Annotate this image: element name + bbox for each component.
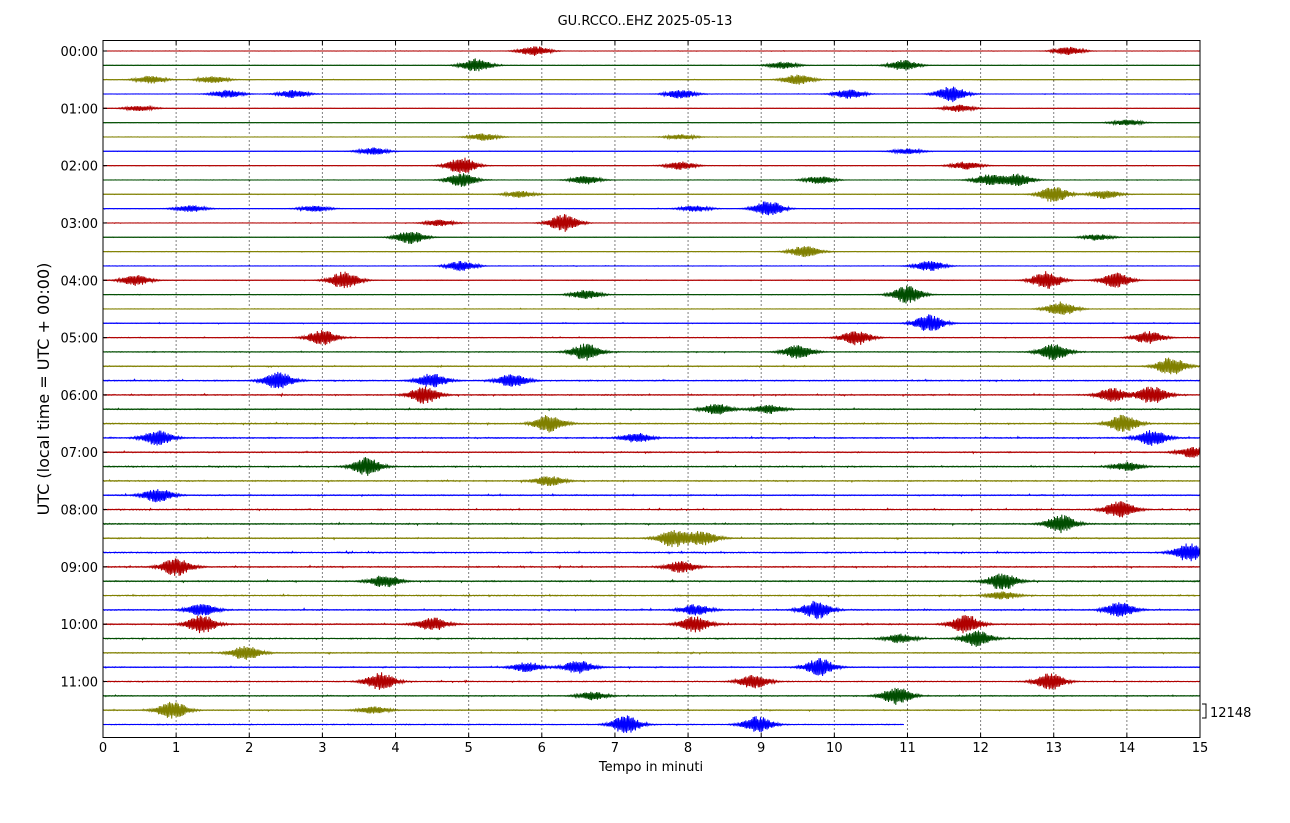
x-tick-label: 5 [465,741,473,756]
y-tick-label: 09:00 [61,561,98,576]
axes [102,40,1201,738]
seismic-trace [102,58,1201,72]
y-tick-label: 10:00 [61,618,98,633]
y-tick-label: 02:00 [61,160,98,175]
chart-title: GU.RCCO..EHZ 2025-05-13 [558,14,733,29]
y-tick-label: 01:00 [61,102,98,117]
x-tick-label: 1 [172,741,180,756]
y-tick-label: 05:00 [61,332,98,347]
x-tick-label: 12 [972,741,989,756]
x-tick-label: 7 [611,741,619,756]
scale-bracket [1202,703,1207,719]
x-tick-label: 9 [757,741,765,756]
x-tick-label: 11 [899,741,916,756]
scale-label: 12148 [1210,706,1251,721]
x-ticks: 0 1 2 3 4 5 6 7 8 9 10 11 12 13 14 15 [99,40,1209,756]
y-tick-label: 08:00 [61,504,98,519]
seismic-trace [102,314,1201,331]
y-ticks: 00:00 01:00 02:00 03:00 04:00 05:00 06:00 07:00… [61,45,107,691]
x-tick-label: 2 [245,741,253,756]
grid-lines [175,40,1128,738]
y-tick-label: 11:00 [61,676,98,691]
x-tick-label: 6 [538,741,546,756]
y-tick-label: 03:00 [61,217,98,232]
trace-group [102,46,1201,733]
seismic-trace [102,371,1201,389]
y-axis-label: UTC (local time = UTC + 00:00) [34,263,53,516]
seismic-trace [102,231,1201,245]
scale-bar: 12148 [1202,703,1251,721]
x-tick-label: 3 [318,741,326,756]
x-tick-label: 15 [1192,741,1209,756]
seismic-trace [102,301,1201,316]
x-tick-label: 10 [826,741,843,756]
y-tick-label: 00:00 [61,45,98,60]
y-tick-label: 04:00 [61,274,98,289]
plot-frame [102,40,1201,738]
x-tick-label: 4 [391,741,399,756]
x-tick-label: 0 [99,741,107,756]
x-tick-label: 8 [684,741,692,756]
x-tick-label: 14 [1119,741,1136,756]
y-tick-label: 06:00 [61,389,98,404]
x-axis-label: Tempo in minuti [598,760,703,775]
y-tick-label: 07:00 [61,446,98,461]
x-tick-label: 13 [1045,741,1062,756]
